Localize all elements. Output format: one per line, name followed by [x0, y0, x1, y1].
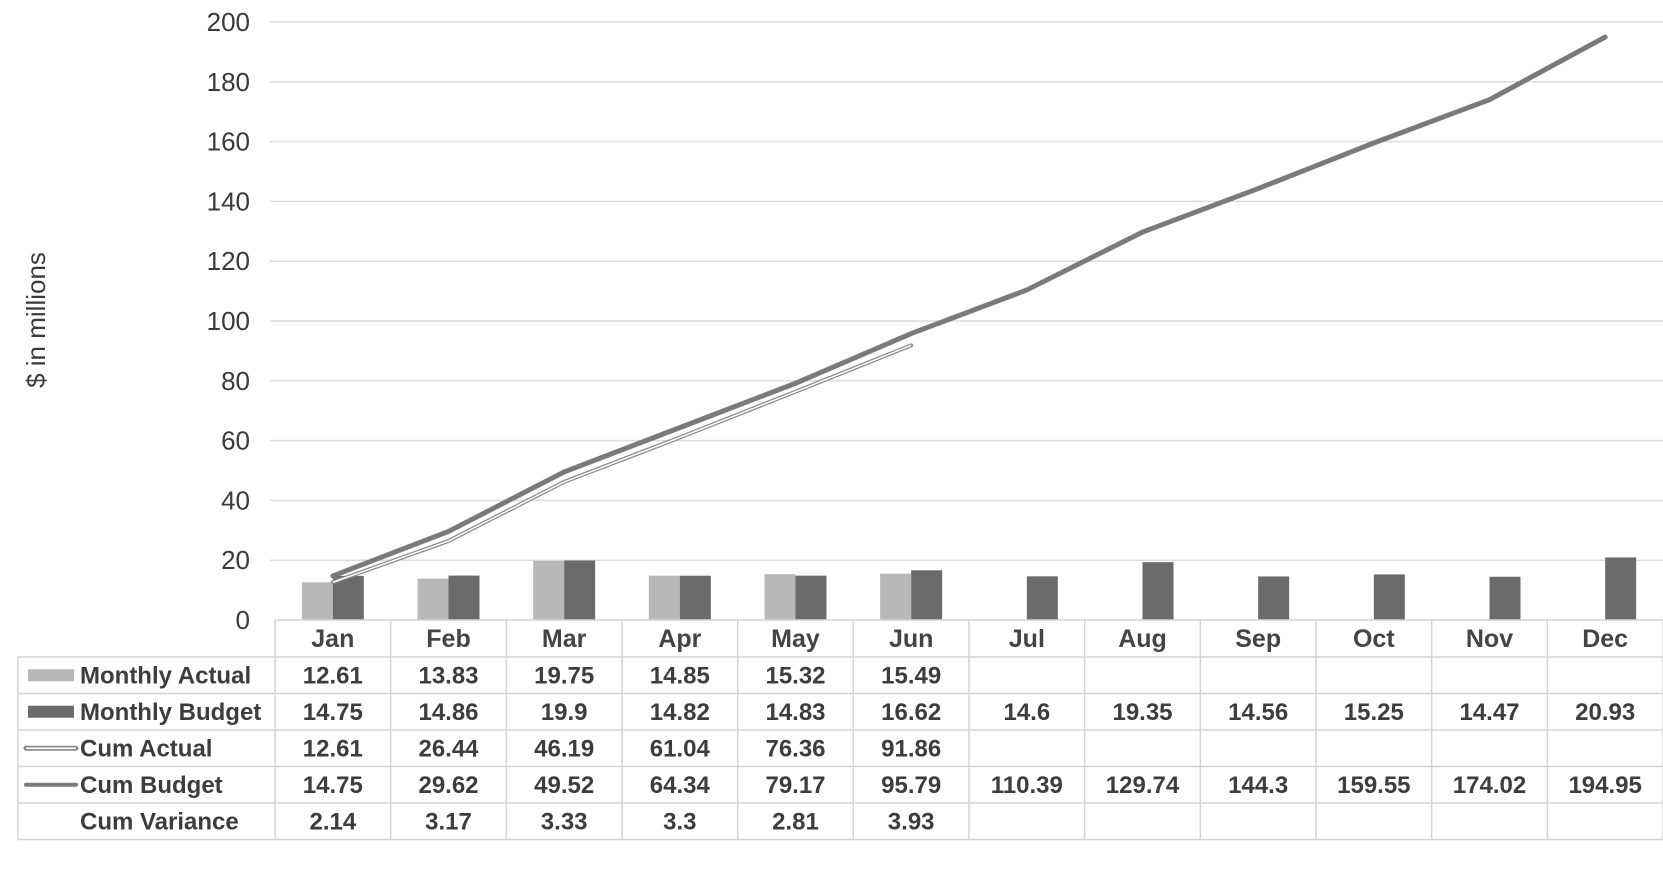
category-label-oct: Oct: [1353, 625, 1395, 653]
category-label-nov: Nov: [1466, 625, 1513, 653]
cell-monthly-actual-jan: 12.61: [303, 662, 363, 689]
cell-cum-budget-aug: 129.74: [1106, 772, 1180, 799]
cell-monthly-budget-jul: 14.6: [1003, 699, 1050, 726]
bar-monthly-budget-nov: [1489, 576, 1521, 620]
cell-cum-variance-mar: 3.33: [541, 808, 588, 835]
cell-cum-variance-jun: 3.93: [888, 808, 935, 835]
cell-cum-actual-jun: 91.86: [881, 735, 941, 762]
y-tick-180: 180: [207, 67, 250, 97]
y-tick-160: 160: [207, 127, 250, 157]
y-tick-140: 140: [207, 186, 250, 216]
cell-cum-budget-jul: 110.39: [991, 772, 1063, 799]
cell-cum-budget-mar: 49.52: [534, 772, 594, 799]
gridlines: [270, 21, 1663, 561]
y-tick-60: 60: [221, 426, 250, 456]
y-tick-80: 80: [221, 366, 250, 396]
cell-monthly-budget-jan: 14.75: [303, 699, 363, 726]
category-label-jul: Jul: [1009, 625, 1045, 653]
cell-monthly-budget-sep: 14.56: [1228, 699, 1288, 726]
cell-monthly-actual-jun: 15.49: [881, 662, 941, 689]
bar-monthly-actual-may: [764, 574, 796, 620]
legend-key-monthly-budget: [28, 705, 74, 718]
row-label-monthly-actual: Monthly Actual: [80, 662, 251, 689]
cell-monthly-actual-feb: 13.83: [418, 662, 478, 689]
bar-monthly-budget-apr: [679, 575, 711, 620]
y-tick-40: 40: [221, 485, 250, 515]
y-tick-100: 100: [207, 306, 250, 336]
y-tick-20: 20: [221, 545, 250, 575]
cell-cum-variance-may: 2.81: [772, 808, 819, 835]
bar-monthly-actual-feb: [417, 578, 449, 620]
cell-cum-actual-apr: 61.04: [650, 735, 711, 762]
bar-monthly-budget-jun: [911, 570, 943, 620]
cell-cum-actual-feb: 26.44: [418, 735, 479, 762]
cell-cum-budget-apr: 64.34: [650, 772, 711, 799]
y-axis-label: $ in millions: [21, 252, 51, 388]
bar-monthly-budget-oct: [1373, 574, 1405, 620]
category-label-apr: Apr: [658, 625, 701, 653]
bar-monthly-actual-jan: [301, 582, 333, 620]
cell-monthly-actual-mar: 19.75: [534, 662, 594, 689]
bar-monthly-budget-sep: [1258, 576, 1290, 620]
category-label-dec: Dec: [1582, 625, 1628, 653]
bar-monthly-actual-apr: [648, 575, 680, 620]
row-label-cum-budget: Cum Budget: [80, 772, 223, 799]
cell-cum-variance-apr: 3.3: [663, 808, 696, 835]
bar-monthly-budget-jul: [1026, 576, 1058, 620]
cell-cum-actual-jan: 12.61: [303, 735, 363, 762]
cumulative-lines: [330, 34, 1608, 585]
cell-cum-budget-feb: 29.62: [418, 772, 478, 799]
bars: [301, 557, 1637, 620]
bar-monthly-budget-dec: [1605, 557, 1637, 620]
row-label-monthly-budget: Monthly Budget: [80, 699, 261, 726]
bar-monthly-actual-jun: [880, 573, 912, 620]
bar-monthly-budget-may: [795, 575, 827, 620]
line-cum-budget: [330, 34, 1608, 579]
cell-cum-variance-jan: 2.14: [309, 808, 356, 835]
cell-monthly-budget-jun: 16.62: [881, 699, 941, 726]
data-table: Jan Feb Mar Apr May Jun Jul Aug Sep Oct Nov Dec Mont…: [17, 619, 1663, 841]
cell-cum-budget-jan: 14.75: [303, 772, 363, 799]
line-cum-actual-highlight: [332, 344, 912, 584]
cell-monthly-actual-may: 15.32: [765, 662, 825, 689]
y-tick-200: 200: [207, 7, 250, 37]
cell-cum-budget-may: 79.17: [765, 772, 825, 799]
bar-monthly-budget-feb: [448, 575, 480, 620]
y-tick-120: 120: [207, 246, 250, 276]
cell-monthly-budget-aug: 19.35: [1112, 699, 1172, 726]
cell-monthly-budget-dec: 20.93: [1575, 699, 1635, 726]
row-label-cum-variance: Cum Variance: [80, 808, 239, 835]
cell-monthly-budget-nov: 14.47: [1459, 699, 1519, 726]
y-tick-0: 0: [236, 605, 250, 635]
cell-cum-budget-sep: 144.3: [1228, 772, 1288, 799]
cell-cum-budget-jun: 95.79: [881, 772, 941, 799]
category-label-jan: Jan: [311, 625, 354, 653]
bar-monthly-budget-jan: [332, 575, 364, 620]
cell-monthly-budget-mar: 19.9: [541, 699, 588, 726]
cell-monthly-actual-apr: 14.85: [650, 662, 710, 689]
category-label-mar: Mar: [542, 625, 587, 653]
row-label-cum-actual: Cum Actual: [80, 735, 212, 762]
cell-monthly-budget-apr: 14.82: [650, 699, 710, 726]
category-label-aug: Aug: [1118, 625, 1167, 653]
cell-cum-variance-feb: 3.17: [425, 808, 472, 835]
category-label-sep: Sep: [1235, 625, 1281, 653]
cell-monthly-budget-feb: 14.86: [418, 699, 478, 726]
legend-key-monthly-actual: [28, 669, 74, 682]
cell-cum-actual-may: 76.36: [765, 735, 825, 762]
category-label-jun: Jun: [889, 625, 933, 653]
category-label-feb: Feb: [426, 625, 470, 653]
cell-cum-budget-oct: 159.55: [1337, 772, 1410, 799]
y-axis-ticks: 0 20 40 60 80 100 120 140 160 180 200: [207, 7, 250, 635]
bar-monthly-actual-mar: [533, 560, 565, 620]
cell-monthly-budget-may: 14.83: [765, 699, 825, 726]
cell-cum-budget-nov: 174.02: [1453, 772, 1526, 799]
bar-monthly-budget-mar: [564, 560, 596, 620]
category-label-may: May: [771, 625, 820, 653]
cell-cum-budget-dec: 194.95: [1568, 772, 1641, 799]
bar-monthly-budget-aug: [1142, 562, 1174, 620]
cell-monthly-budget-oct: 15.25: [1344, 699, 1404, 726]
cell-cum-actual-mar: 46.19: [534, 735, 594, 762]
